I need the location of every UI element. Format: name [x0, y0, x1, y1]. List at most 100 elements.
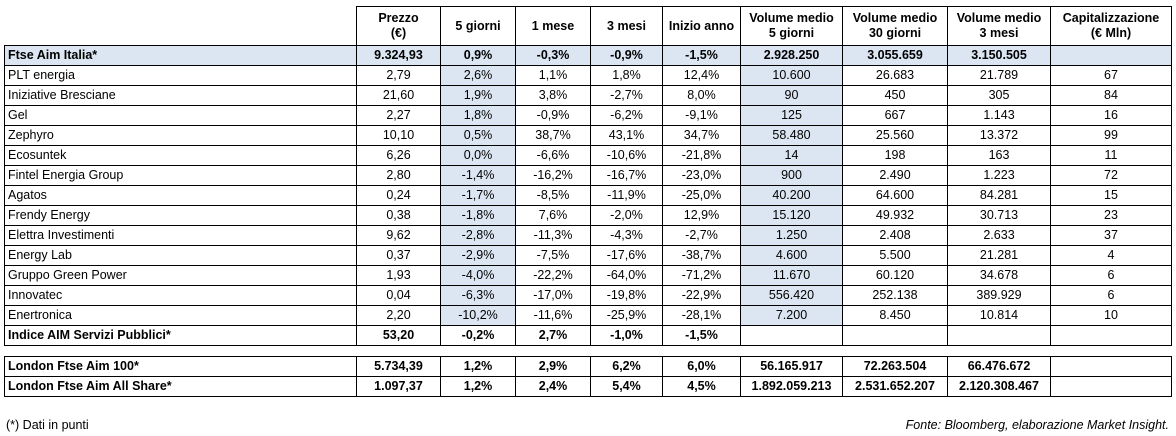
table-cell: 4,5%	[662, 376, 741, 397]
table-cell: 1,8%	[440, 105, 516, 126]
table-cell: 84	[1050, 85, 1172, 106]
column-header-line: 5 giorni	[768, 26, 815, 40]
table-cell: 10	[1050, 305, 1172, 326]
table-cell: 198	[842, 145, 948, 166]
table-cell: 10,10	[356, 125, 441, 146]
column-header: Volume medio 3 mesi	[947, 6, 1051, 46]
column-header-line: 30 giorni	[868, 26, 922, 40]
column-header-line: 1 mese	[531, 18, 575, 33]
table-cell: -11,9%	[590, 185, 663, 206]
column-header-line: 3 mesi	[607, 18, 646, 33]
table-cell	[842, 325, 948, 346]
table-cell: 21.281	[947, 245, 1051, 266]
column-header-line: Inizio anno	[668, 18, 735, 33]
table-cell: 1,2%	[440, 376, 516, 397]
table-cell: 11	[1050, 145, 1172, 166]
table-row: Ecosuntek 6,26 0,0% -6,6% -10,6% -21,8% 14 198 1…	[4, 145, 1172, 166]
table-cell: 7,6%	[515, 205, 591, 226]
table-cell: 38,7%	[515, 125, 591, 146]
table-cell: 8.450	[842, 305, 948, 326]
table-cell: 2.490	[842, 165, 948, 186]
index-row: Ftse Aim Italia* 9.324,93 0,9% -0,3% -0,9% -1…	[4, 45, 1172, 66]
table-cell: -22,9%	[662, 285, 741, 306]
table-row: Energy Lab 0,37 -2,9% -7,5% -17,6% -38,7% 4.60…	[4, 245, 1172, 266]
table-row: Elettra Investimenti 9,62 -2,8% -11,3% -4,3%…	[4, 225, 1172, 246]
table-cell: -2,7%	[662, 225, 741, 246]
table-cell: -0,2%	[440, 325, 516, 346]
table-cell: 0,38	[356, 205, 441, 226]
table-cell: -2,9%	[440, 245, 516, 266]
table-cell: 56.165.917	[740, 356, 843, 377]
sector-index-row: Indice AIM Servizi Pubblici* 53,20 -0,2% 2,…	[4, 325, 1172, 346]
london-index-row: London Ftse Aim All Share* 1.097,37 1,2% 2,…	[4, 376, 1172, 397]
table-cell: -28,1%	[662, 305, 741, 326]
table-cell: 1.892.059.213	[740, 376, 843, 397]
table-cell: 2,6%	[440, 65, 516, 86]
table-cell: 15.120	[740, 205, 843, 226]
table-cell: 2,4%	[515, 376, 591, 397]
table-cell: 72	[1050, 165, 1172, 186]
table-cell	[1050, 356, 1172, 377]
table-cell: 4.600	[740, 245, 843, 266]
row-label: Gruppo Green Power	[4, 265, 357, 286]
table-row: Innovatec 0,04 -6,3% -17,0% -19,8% -22,9% 556.…	[4, 285, 1172, 306]
table-cell: -25,0%	[662, 185, 741, 206]
table-cell: -0,3%	[515, 45, 591, 66]
table-cell: 1,9%	[440, 85, 516, 106]
source-note: Fonte: Bloomberg, elaborazione Market In…	[905, 418, 1169, 432]
table-cell: 2,7%	[515, 325, 591, 346]
table-cell	[947, 325, 1051, 346]
table-cell: 67	[1050, 65, 1172, 86]
table-cell: 0,5%	[440, 125, 516, 146]
table-cell: 30.713	[947, 205, 1051, 226]
table-cell: -6,2%	[590, 105, 663, 126]
table-cell: 556.420	[740, 285, 843, 306]
table-cell: -16,2%	[515, 165, 591, 186]
table-cell: 11.670	[740, 265, 843, 286]
row-label: Elettra Investimenti	[4, 225, 357, 246]
table-row: Iniziative Bresciane 21,60 1,9% 3,8% -2,7% 8,…	[4, 85, 1172, 106]
table-row: PLT energia 2,79 2,6% 1,1% 1,8% 12,4% 10.600 26…	[4, 65, 1172, 86]
table-cell: -19,8%	[590, 285, 663, 306]
table-row: Gel 2,27 1,8% -0,9% -6,2% -9,1% 125 667 1.143 16	[4, 105, 1172, 126]
table-cell: 60.120	[842, 265, 948, 286]
spacer-cell	[5, 346, 1172, 357]
table-cell: 0,04	[356, 285, 441, 306]
table-cell: 5.734,39	[356, 356, 441, 377]
table-cell: 389.929	[947, 285, 1051, 306]
table-cell: -16,7%	[590, 165, 663, 186]
column-header: 1 mese	[515, 6, 591, 46]
table-cell: 21,60	[356, 85, 441, 106]
table-cell	[1050, 376, 1172, 397]
london-index-row: London Ftse Aim 100* 5.734,39 1,2% 2,9% 6,2%…	[4, 356, 1172, 377]
table-row: Fintel Energia Group 2,80 -1,4% -16,2% -16,7…	[4, 165, 1172, 186]
table-cell: -1,8%	[440, 205, 516, 226]
table-cell: 43,1%	[590, 125, 663, 146]
table-cell: -1,5%	[662, 325, 741, 346]
table-cell: 252.138	[842, 285, 948, 306]
column-header: Volume medio 30 giorni	[842, 6, 948, 46]
table-cell: -0,9%	[590, 45, 663, 66]
footnote: (*) Dati in punti	[6, 418, 89, 432]
table-cell	[1050, 325, 1172, 346]
table-row: Gruppo Green Power 1,93 -4,0% -22,2% -64,0% -…	[4, 265, 1172, 286]
table-cell: 1,2%	[440, 356, 516, 377]
table-cell: 1,1%	[515, 65, 591, 86]
table-cell: -6,3%	[440, 285, 516, 306]
table-cell: 1,93	[356, 265, 441, 286]
table-cell: 58.480	[740, 125, 843, 146]
table-cell: 2,79	[356, 65, 441, 86]
row-label: Ecosuntek	[4, 145, 357, 166]
column-header-line: Capitalizzazione	[1062, 11, 1160, 25]
table-cell: 72.263.504	[842, 356, 948, 377]
table-cell: 2,9%	[515, 356, 591, 377]
row-label: Gel	[4, 105, 357, 126]
column-header-line: Volume medio	[956, 11, 1042, 25]
header-blank-cell	[4, 6, 357, 46]
table-cell: 7.200	[740, 305, 843, 326]
table-cell: -1,0%	[590, 325, 663, 346]
table-cell: 163	[947, 145, 1051, 166]
table-cell: 25.560	[842, 125, 948, 146]
table-cell: -21,8%	[662, 145, 741, 166]
table-cell	[1050, 45, 1172, 66]
